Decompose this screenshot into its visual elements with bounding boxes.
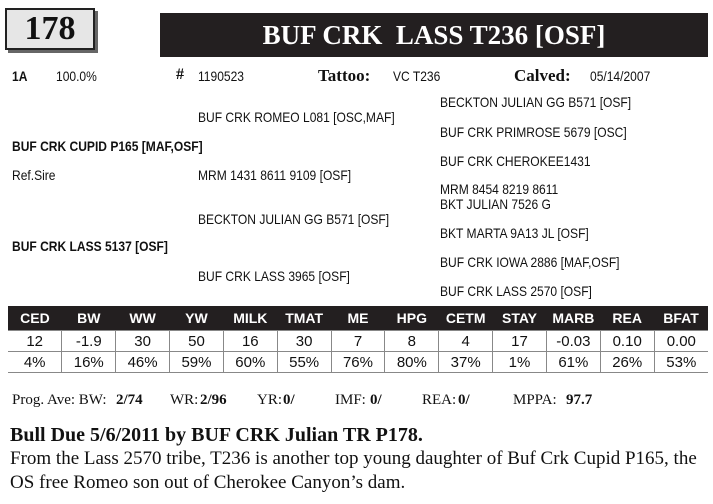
epd-value: 12 (8, 330, 62, 352)
prog-mppa-label: MPPA: (513, 392, 557, 408)
epd-value: 30 (276, 330, 332, 352)
calved-date: 05/14/2007 (590, 68, 651, 84)
epd-percentile-row: 4% 16% 46% 59% 60% 55% 76% 80% 37% 1% 61… (8, 351, 708, 373)
epd-header-row: CED BW WW YW MILK TMAT ME HPG CETM STAY … (8, 306, 708, 331)
epd-header: MARB (546, 306, 601, 331)
epd-percentile: 26% (599, 351, 655, 373)
lot-number: 178 (5, 8, 95, 50)
epd-values-row: 12 -1.9 30 50 16 30 7 8 4 17 -0.03 0.10 … (8, 330, 708, 352)
epd-header: BW (61, 306, 116, 331)
epd-header: CED (8, 306, 62, 331)
dam-sire: BECKTON JULIAN GG B571 [OSF] (198, 211, 390, 227)
prog-bw-label: Prog. Ave: BW: (12, 392, 107, 408)
ggp-5: BKT JULIAN 7526 G (440, 196, 551, 212)
epd-value: 17 (492, 330, 547, 352)
sire-sire: BUF CRK ROMEO L081 [OSC,MAF] (198, 109, 395, 125)
epd-header: TMAT (277, 306, 332, 331)
ggp-3: BUF CRK CHEROKEE1431 (440, 153, 591, 169)
epd-value: 0.00 (653, 330, 708, 352)
prog-rea-value: 0/ (458, 392, 470, 408)
ggp-2: BUF CRK PRIMROSE 5679 [OSC] (440, 124, 627, 140)
calved-label: Calved: (514, 66, 571, 85)
epd-header: WW (115, 306, 170, 331)
ggp-4: MRM 8454 8219 8611 (440, 181, 559, 197)
dam-dam: BUF CRK LASS 3965 [OSF] (198, 268, 350, 284)
animal-name: BUF CRK LASS T236 [OSF] (262, 19, 606, 50)
epd-value: 8 (384, 330, 439, 352)
epd-percentile: 53% (653, 351, 708, 373)
prog-bw-value: 2/74 (116, 392, 143, 408)
epd-percentile: 16% (61, 351, 116, 373)
epd-value: 4 (438, 330, 493, 352)
ggp-8: BUF CRK LASS 2570 [OSF] (440, 283, 592, 299)
epd-percentile: 80% (384, 351, 439, 373)
epd-percentile: 37% (438, 351, 493, 373)
description-text: From the Lass 2570 tribe, T236 is anothe… (10, 448, 697, 493)
epd-percentile: 4% (8, 351, 62, 373)
epd-value: 30 (115, 330, 170, 352)
ggp-7: BUF CRK IOWA 2886 [MAF,OSF] (440, 254, 620, 270)
animal-code: 1A (12, 68, 28, 84)
animal-name-banner: BUF CRK LASS T236 [OSF] (160, 13, 708, 57)
epd-value: 7 (330, 330, 385, 352)
prog-imf-label: IMF: (335, 392, 366, 408)
prog-yr-label: YR: (257, 392, 283, 408)
epd-percentile: 61% (545, 351, 601, 373)
epd-header: REA (600, 306, 655, 331)
epd-percentile: 1% (492, 351, 547, 373)
animal-percent: 100.0% (56, 68, 97, 84)
epd-percentile: 60% (222, 351, 278, 373)
tattoo-label: Tattoo: (318, 66, 371, 85)
prog-wr-value: 2/96 (200, 392, 227, 408)
prog-yr-value: 0/ (283, 392, 295, 408)
sire-dam: MRM 1431 8611 9109 [OSF] (198, 167, 352, 183)
epd-table: CED BW WW YW MILK TMAT ME HPG CETM STAY … (8, 306, 708, 373)
ggp-6: BKT MARTA 9A13 JL [OSF] (440, 225, 589, 241)
epd-header: STAY (492, 306, 547, 331)
reg-label: # (176, 66, 184, 83)
epd-header: YW (169, 306, 224, 331)
prog-wr-label: WR: (170, 392, 199, 408)
ggp-1: BECKTON JULIAN GG B571 [OSF] (440, 94, 632, 110)
prog-imf-value: 0/ (370, 392, 382, 408)
epd-header: BFAT (654, 306, 708, 331)
sire: BUF CRK CUPID P165 [MAF,OSF] (12, 138, 203, 154)
epd-header: HPG (384, 306, 439, 331)
epd-header: ME (331, 306, 385, 331)
ref-sire-label: Ref.Sire (12, 167, 56, 183)
epd-percentile: 59% (169, 351, 224, 373)
prog-mppa-value: 97.7 (566, 392, 593, 408)
epd-value: 16 (222, 330, 278, 352)
epd-value: 0.10 (599, 330, 655, 352)
epd-percentile: 46% (115, 351, 170, 373)
dam: BUF CRK LASS 5137 [OSF] (12, 238, 168, 254)
epd-percentile: 55% (276, 351, 332, 373)
epd-header: MILK (223, 306, 278, 331)
tattoo-value: VC T236 (393, 68, 441, 84)
epd-value: -0.03 (545, 330, 601, 352)
epd-header: CETM (438, 306, 493, 331)
bull-due-note: Bull Due 5/6/2011 by BUF CRK Julian TR P… (10, 424, 423, 446)
epd-percentile: 76% (330, 351, 385, 373)
prog-rea-label: REA: (422, 392, 457, 408)
epd-value: 50 (169, 330, 224, 352)
reg-number: 1190523 (198, 68, 244, 84)
epd-value: -1.9 (61, 330, 116, 352)
